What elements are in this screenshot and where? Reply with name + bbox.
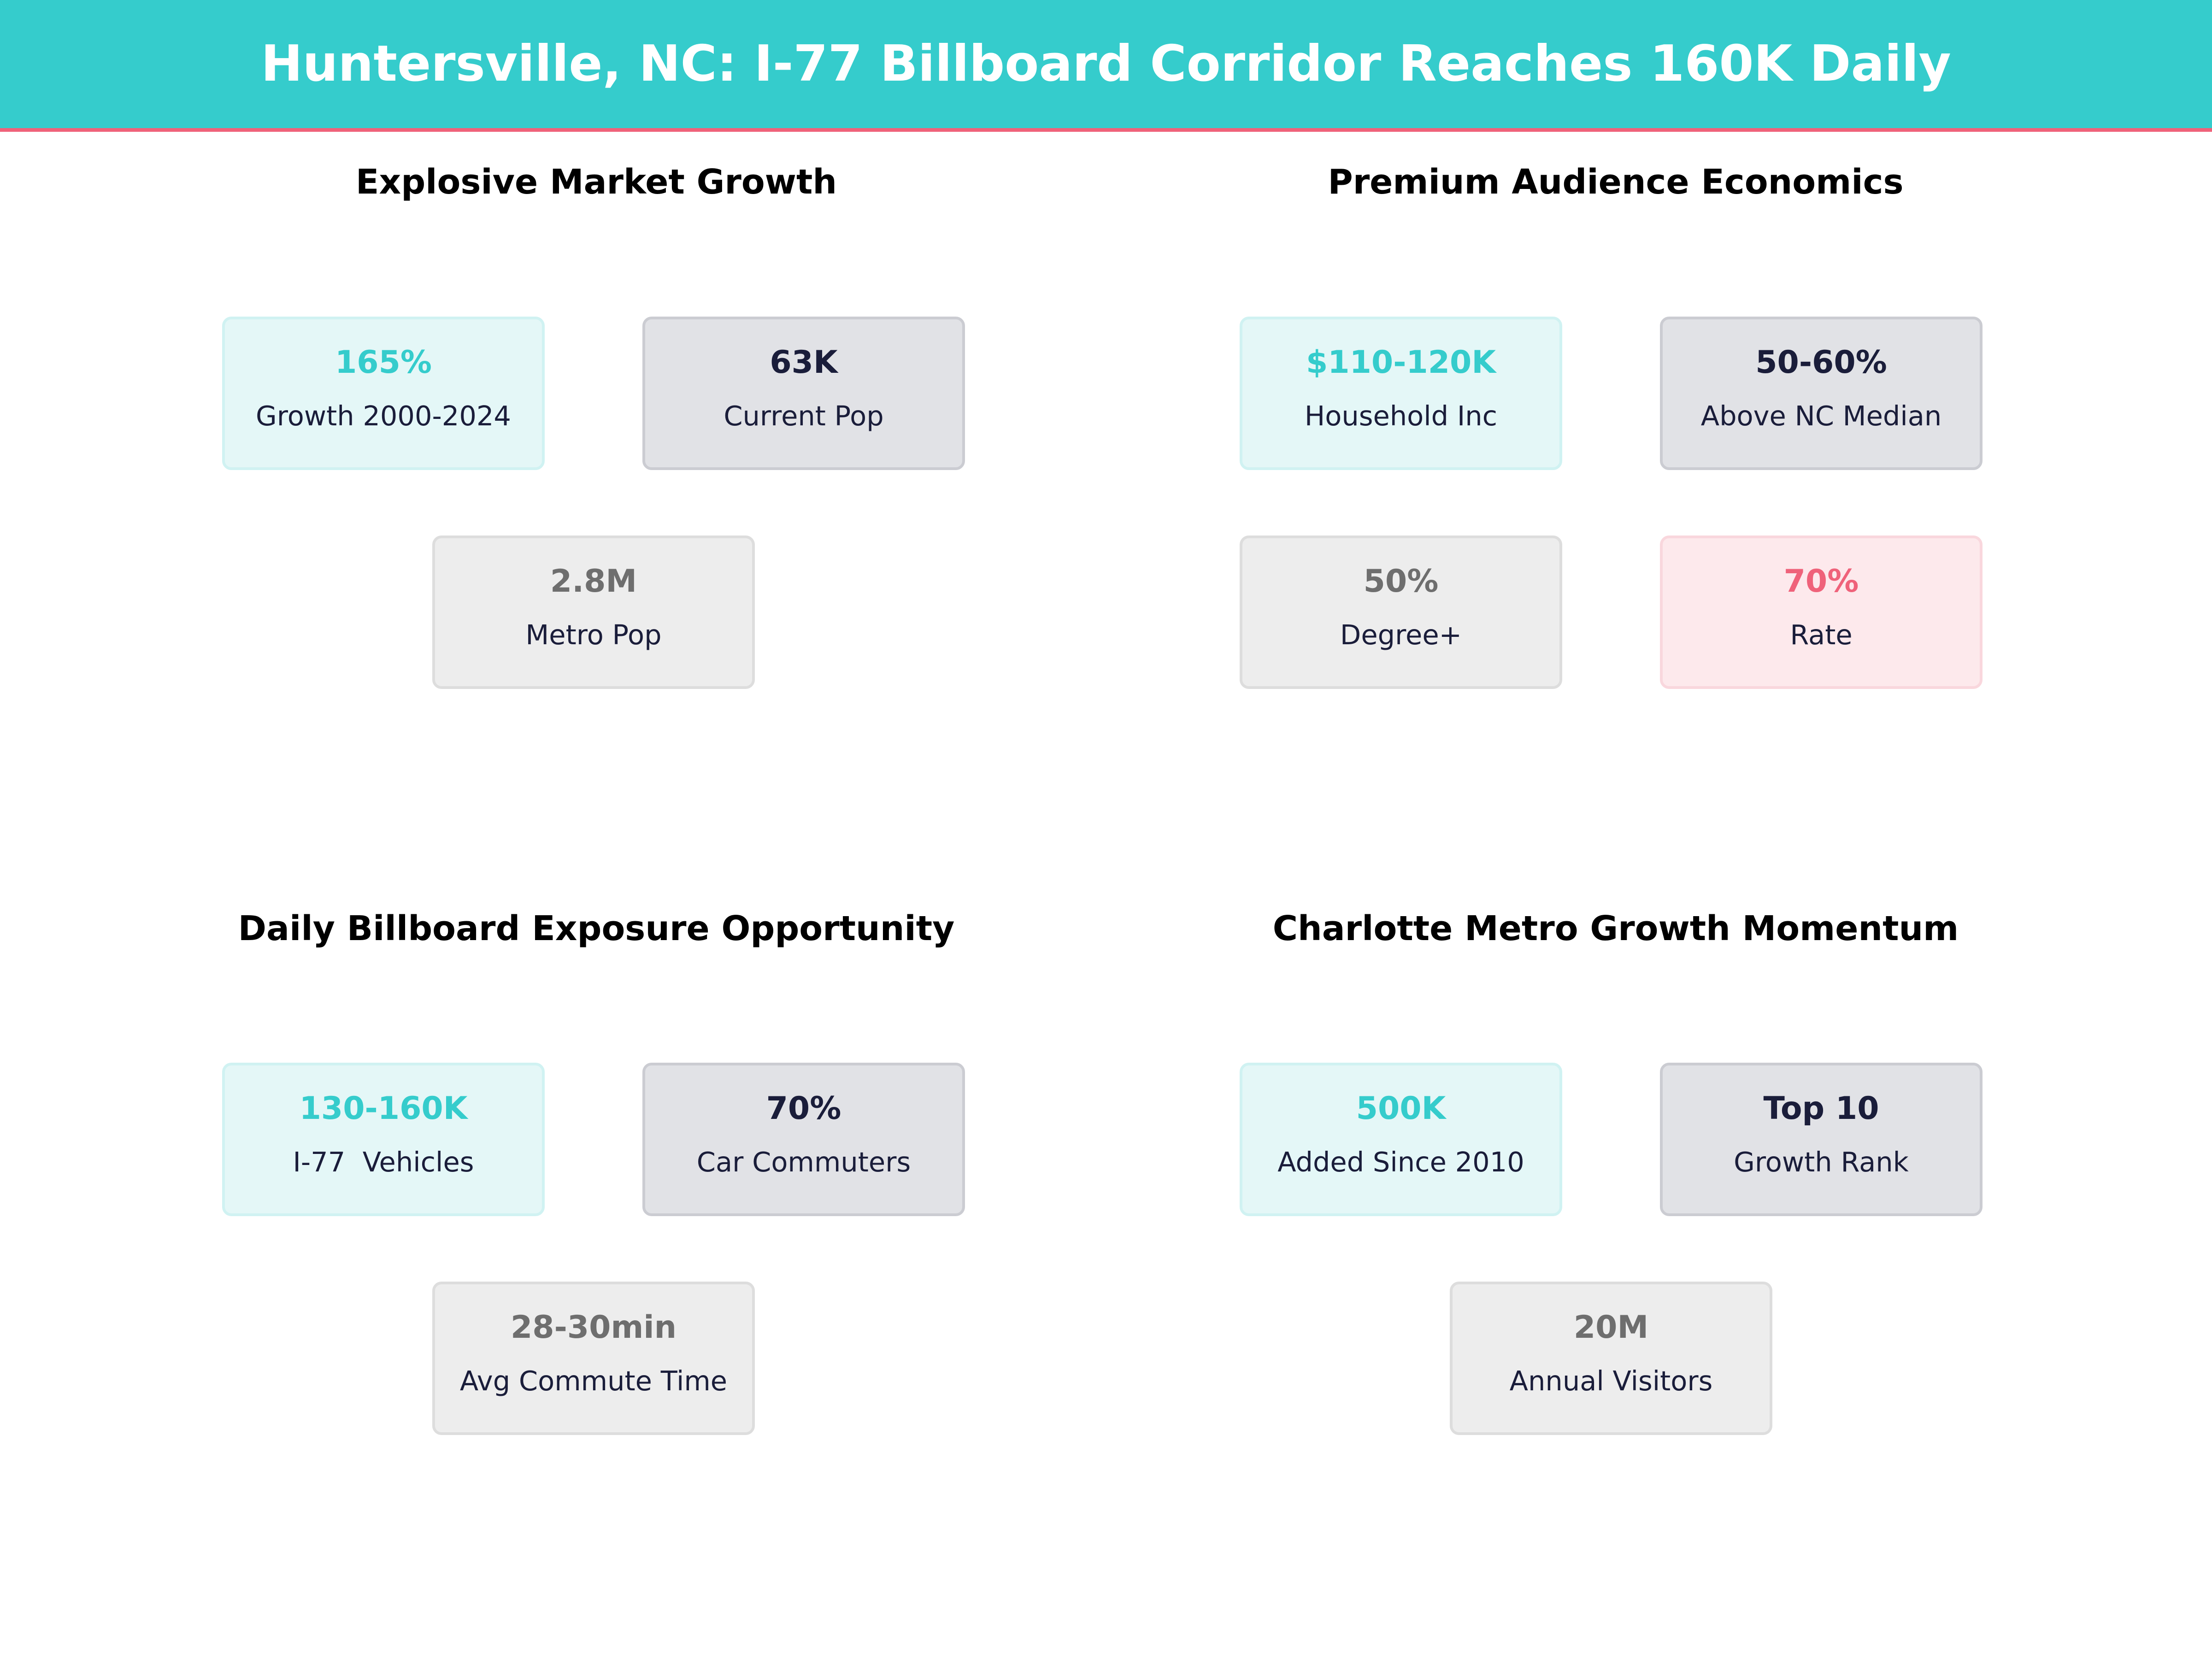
stat-card-degree: 50% Degree+: [1240, 535, 1562, 689]
section-title-audience-economics: Premium Audience Economics: [1328, 162, 1904, 202]
stat-label: Rate: [1790, 619, 1853, 651]
stat-value: 50%: [1363, 563, 1439, 600]
header-accent-line: [0, 128, 2212, 132]
stat-value: 70%: [1783, 563, 1859, 600]
section-title-billboard-exposure: Daily Billboard Exposure Opportunity: [238, 909, 955, 948]
stat-value: 500K: [1356, 1090, 1446, 1127]
stat-card-commute-time: 28-30min Avg Commute Time: [432, 1282, 755, 1435]
stat-card-i77-vehicles: 130-160K I-77 Vehicles: [222, 1063, 545, 1216]
section-title-metro-momentum: Charlotte Metro Growth Momentum: [1272, 909, 1959, 948]
stat-label: Growth 2000-2024: [256, 400, 511, 432]
stat-value: 2.8M: [550, 563, 637, 600]
stat-label: Added Since 2010: [1277, 1146, 1524, 1178]
stat-label: Avg Commute Time: [459, 1365, 728, 1397]
stat-value: $110-120K: [1306, 344, 1496, 381]
stat-label: Current Pop: [724, 400, 884, 432]
stat-card-rate: 70% Rate: [1660, 535, 1983, 689]
stat-value: 70%: [766, 1090, 841, 1127]
stat-label: Car Commuters: [696, 1146, 911, 1178]
stat-value: 63K: [770, 344, 838, 381]
stat-label: Annual Visitors: [1509, 1365, 1713, 1397]
stat-card-metro-pop: 2.8M Metro Pop: [432, 535, 755, 689]
stat-label: Metro Pop: [525, 619, 662, 651]
stat-card-added-since-2010: 500K Added Since 2010: [1240, 1063, 1562, 1216]
stat-label: Above NC Median: [1700, 400, 1942, 432]
page-title: Huntersville, NC: I-77 Billboard Corrido…: [261, 35, 1951, 93]
stat-card-growth: 165% Growth 2000-2024: [222, 317, 545, 470]
stat-card-above-median: 50-60% Above NC Median: [1660, 317, 1983, 470]
stat-value: Top 10: [1763, 1090, 1879, 1127]
stat-card-car-commuters: 70% Car Commuters: [642, 1063, 965, 1216]
stat-card-household-income: $110-120K Household Inc: [1240, 317, 1562, 470]
stat-label: I-77 Vehicles: [293, 1146, 474, 1178]
stat-card-growth-rank: Top 10 Growth Rank: [1660, 1063, 1983, 1216]
stat-label: Degree+: [1340, 619, 1462, 651]
header-banner: [0, 0, 2212, 128]
stat-label: Growth Rank: [1734, 1146, 1909, 1178]
stat-value: 165%: [335, 344, 432, 381]
section-title-market-growth: Explosive Market Growth: [355, 162, 837, 202]
stat-value: 20M: [1573, 1309, 1649, 1346]
stat-value: 50-60%: [1755, 344, 1887, 381]
stat-card-annual-visitors: 20M Annual Visitors: [1450, 1282, 1772, 1435]
stat-value: 130-160K: [299, 1090, 468, 1127]
stat-value: 28-30min: [510, 1309, 677, 1346]
stat-label: Household Inc: [1304, 400, 1498, 432]
stat-card-current-pop: 63K Current Pop: [642, 317, 965, 470]
